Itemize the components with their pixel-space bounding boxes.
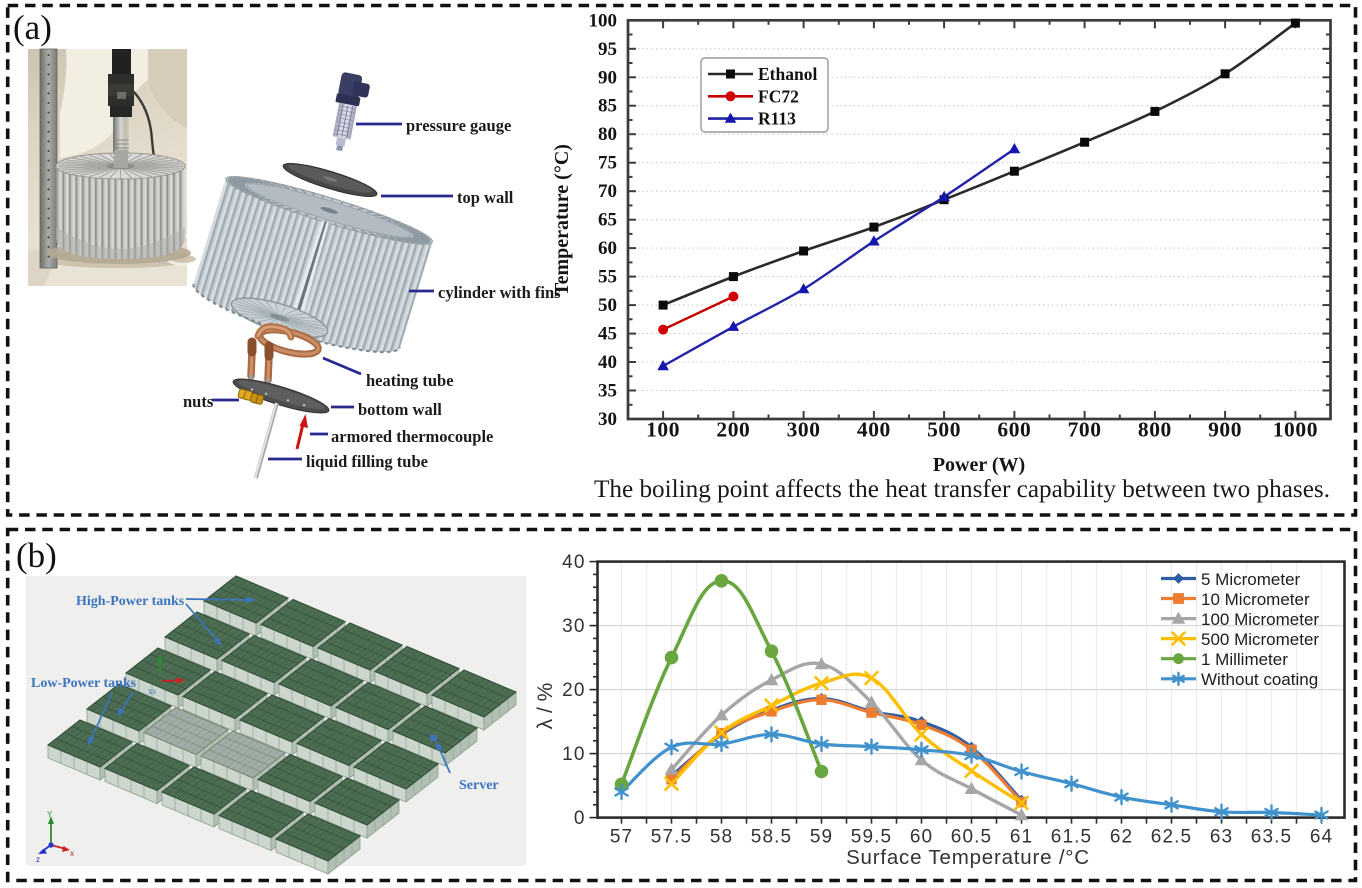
svg-text:63.5: 63.5 xyxy=(1251,827,1292,848)
svg-text:900: 900 xyxy=(1208,418,1242,442)
svg-text:Power (W): Power (W) xyxy=(933,454,1025,476)
svg-text:62: 62 xyxy=(1110,827,1133,848)
svg-text:80: 80 xyxy=(598,124,617,145)
svg-text:500 Micrometer: 500 Micrometer xyxy=(1201,630,1319,649)
svg-text:Ethanol: Ethanol xyxy=(758,64,817,84)
svg-text:60: 60 xyxy=(910,827,933,848)
svg-text:64: 64 xyxy=(1310,827,1333,848)
svg-text:pressure gauge: pressure gauge xyxy=(406,116,511,135)
svg-text:liquid filling tube: liquid filling tube xyxy=(306,452,428,471)
svg-text:57.5: 57.5 xyxy=(651,827,692,848)
svg-text:heating tube: heating tube xyxy=(366,371,454,390)
svg-text:Server: Server xyxy=(459,778,499,793)
svg-text:300: 300 xyxy=(787,418,821,442)
svg-text:1000: 1000 xyxy=(1273,418,1318,442)
svg-text:400: 400 xyxy=(857,418,891,442)
svg-text:55: 55 xyxy=(598,267,617,288)
svg-text:95: 95 xyxy=(598,39,617,60)
svg-text:59: 59 xyxy=(810,827,833,848)
svg-text:The boiling point affects the: The boiling point affects the heat trans… xyxy=(594,476,1330,503)
svg-text:100: 100 xyxy=(646,418,680,442)
svg-text:62.5: 62.5 xyxy=(1151,827,1192,848)
svg-text:30: 30 xyxy=(562,616,585,637)
svg-text:5 Micrometer: 5 Micrometer xyxy=(1201,570,1301,589)
svg-text:armored thermocouple: armored thermocouple xyxy=(331,427,493,446)
svg-text:75: 75 xyxy=(598,153,617,174)
svg-text:30: 30 xyxy=(598,409,617,430)
svg-text:100: 100 xyxy=(589,10,618,31)
svg-text:20: 20 xyxy=(562,680,585,701)
svg-text:57: 57 xyxy=(610,827,633,848)
svg-text:50: 50 xyxy=(598,295,617,316)
svg-text:xs: xs xyxy=(148,686,157,696)
svg-text:65: 65 xyxy=(598,210,617,231)
svg-text:(b): (b) xyxy=(16,536,57,575)
svg-text:λ / %: λ / % xyxy=(534,683,557,730)
svg-text:100 Micrometer: 100 Micrometer xyxy=(1201,610,1319,629)
svg-text:10: 10 xyxy=(562,744,585,765)
svg-text:bottom wall: bottom wall xyxy=(358,400,442,419)
svg-text:61: 61 xyxy=(1010,827,1033,848)
svg-text:Without coating: Without coating xyxy=(1201,670,1318,689)
svg-text:1 Millimeter: 1 Millimeter xyxy=(1201,650,1288,669)
svg-text:40: 40 xyxy=(562,552,585,573)
svg-text:R113: R113 xyxy=(758,109,796,129)
svg-text:35: 35 xyxy=(598,381,617,402)
svg-text:61.5: 61.5 xyxy=(1051,827,1092,848)
svg-text:45: 45 xyxy=(598,324,617,345)
svg-text:z: z xyxy=(36,855,40,864)
svg-text:Temperature (°C): Temperature (°C) xyxy=(551,144,573,296)
svg-text:Surface Temperature /°C: Surface Temperature /°C xyxy=(846,846,1090,869)
svg-text:70: 70 xyxy=(598,181,617,202)
svg-text:200: 200 xyxy=(716,418,750,442)
svg-text:FC72: FC72 xyxy=(758,86,799,106)
svg-text:85: 85 xyxy=(598,96,617,117)
svg-text:800: 800 xyxy=(1138,418,1172,442)
svg-text:Low-Power tanks: Low-Power tanks xyxy=(31,676,137,691)
svg-text:60.5: 60.5 xyxy=(951,827,992,848)
svg-text:top wall: top wall xyxy=(457,188,514,207)
svg-text:0: 0 xyxy=(574,808,586,829)
svg-text:cylinder with fins: cylinder with fins xyxy=(438,283,561,302)
svg-text:700: 700 xyxy=(1068,418,1102,442)
svg-text:(a): (a) xyxy=(13,8,52,47)
svg-text:10 Micrometer: 10 Micrometer xyxy=(1201,590,1310,609)
svg-text:40: 40 xyxy=(598,352,617,373)
svg-text:59.5: 59.5 xyxy=(851,827,892,848)
svg-text:58.5: 58.5 xyxy=(751,827,792,848)
svg-text:90: 90 xyxy=(598,67,617,88)
svg-text:500: 500 xyxy=(927,418,961,442)
svg-text:60: 60 xyxy=(598,238,617,259)
svg-text:x: x xyxy=(70,849,74,858)
svg-text:58: 58 xyxy=(710,827,733,848)
svg-text:600: 600 xyxy=(997,418,1031,442)
svg-text:63: 63 xyxy=(1210,827,1233,848)
svg-text:Y: Y xyxy=(47,810,53,819)
svg-text:nuts: nuts xyxy=(183,392,214,411)
svg-text:High-Power tanks: High-Power tanks xyxy=(76,594,185,609)
